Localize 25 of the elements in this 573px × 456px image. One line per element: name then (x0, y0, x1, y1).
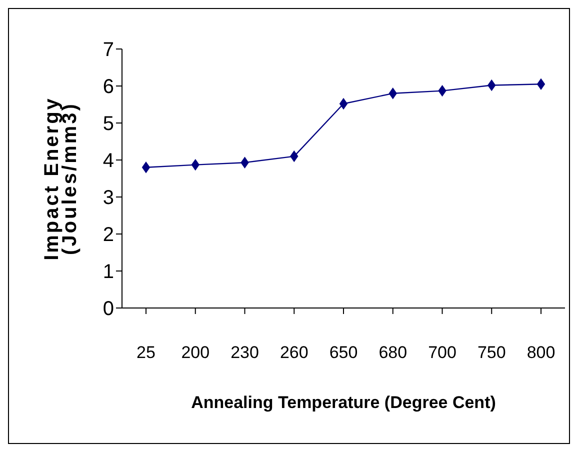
point (191, 159, 200, 170)
x-tick-label: 230 (230, 343, 259, 362)
y-axis-title: Impact Energy (Joules/mm3) (41, 96, 81, 260)
x-tick-label: 25 (136, 343, 156, 362)
y-tick-label: 5 (102, 113, 114, 136)
x-tick-label: 200 (181, 343, 210, 362)
point (240, 157, 249, 168)
y-tick-label: 1 (102, 261, 114, 284)
x-tick-label: 750 (477, 343, 506, 362)
point (290, 150, 298, 162)
y-tick-label: 2 (102, 224, 114, 246)
y-tick-label: 0 (102, 298, 114, 320)
x-tick-label: 650 (329, 343, 358, 362)
point (438, 85, 446, 96)
y-tick-label: 7 (102, 39, 114, 62)
point (388, 88, 397, 99)
point (488, 80, 496, 91)
y-tick-label: 3 (102, 187, 114, 210)
x-tick-label: 680 (378, 343, 408, 362)
x-tick-label: 700 (428, 343, 456, 362)
x-tick-label: 260 (280, 343, 308, 362)
y-tick-label: 4 (102, 150, 114, 172)
x-tick-label: 800 (526, 343, 556, 362)
x-axis-title: Annealing Temperature (Degree Cent) (191, 393, 496, 412)
y-tick-label: 6 (102, 76, 114, 98)
